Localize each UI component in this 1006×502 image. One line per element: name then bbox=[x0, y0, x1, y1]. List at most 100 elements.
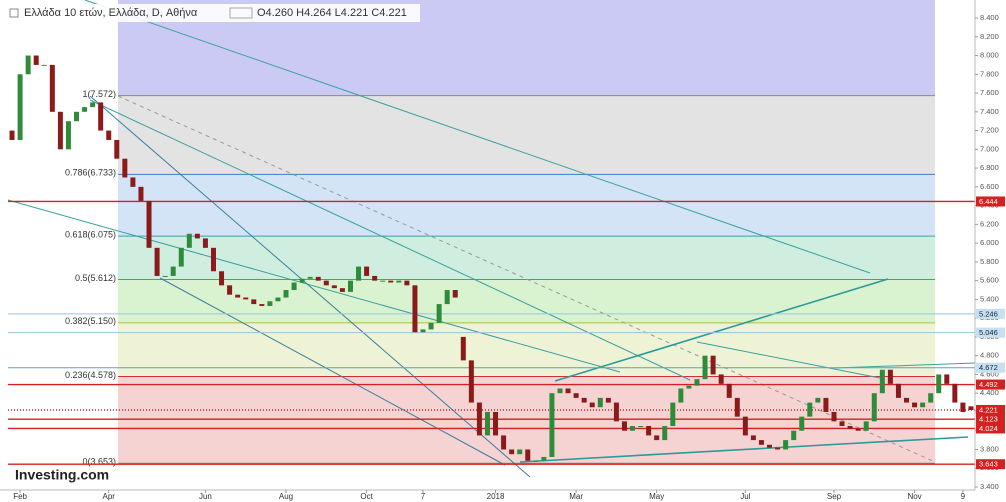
candle-body bbox=[452, 290, 458, 298]
x-tick-label: 7 bbox=[421, 492, 426, 501]
candle-body bbox=[90, 102, 96, 108]
candle-body bbox=[855, 428, 861, 431]
candle-body bbox=[621, 421, 627, 431]
y-tick-label: 5.800 bbox=[980, 257, 999, 266]
trend-line bbox=[159, 277, 506, 466]
candle-body bbox=[597, 397, 603, 408]
horizontal-lines bbox=[8, 200, 975, 465]
candle-body bbox=[702, 355, 708, 380]
price-label-box bbox=[976, 379, 1005, 390]
candle-body bbox=[162, 275, 168, 277]
candle-body bbox=[726, 383, 732, 398]
price-label: 6.444 bbox=[979, 197, 998, 206]
fib-band bbox=[118, 279, 935, 323]
chart-title: Ελλάδα 10 ετών, Ελλάδα, D, Αθήνα bbox=[24, 7, 198, 19]
y-tick-label: 4.800 bbox=[980, 351, 999, 360]
candle-body bbox=[388, 280, 394, 283]
candle-body bbox=[307, 276, 313, 279]
candle-body bbox=[283, 290, 289, 298]
y-tick-label: 7.200 bbox=[980, 126, 999, 135]
candle-body bbox=[646, 426, 652, 436]
trend-line bbox=[84, 0, 871, 274]
candle-body bbox=[710, 355, 716, 375]
candle-body bbox=[823, 397, 829, 412]
x-tick-label: Apr bbox=[103, 492, 116, 501]
candle-body bbox=[928, 393, 934, 403]
price-label-box bbox=[976, 308, 1005, 319]
candle-body bbox=[807, 402, 813, 417]
candle-body bbox=[501, 435, 507, 450]
candle-body bbox=[952, 383, 958, 403]
candle-body bbox=[17, 74, 23, 140]
candle-body bbox=[831, 411, 837, 422]
candle-body bbox=[41, 64, 47, 66]
candle-body bbox=[581, 397, 587, 403]
fib-label: 0.618(6.075) bbox=[65, 229, 116, 239]
y-tick-label: 6.000 bbox=[980, 238, 999, 247]
candle-body bbox=[541, 456, 547, 461]
candle-body bbox=[525, 449, 531, 461]
candle-body bbox=[444, 290, 450, 305]
candle-body bbox=[404, 280, 410, 286]
candle-body bbox=[73, 111, 79, 122]
fib-band bbox=[118, 236, 935, 280]
x-tick-label: Oct bbox=[360, 492, 373, 501]
axes: Feb Apr Jun Aug Oct 7 2018 Mar May Jul Sep Nov 9 3.40… bbox=[13, 13, 1005, 501]
x-tick-label: Nov bbox=[907, 492, 921, 501]
candle-body bbox=[436, 304, 442, 323]
candle-body bbox=[25, 55, 31, 75]
price-label: 4.672 bbox=[979, 363, 998, 372]
candle-body bbox=[944, 374, 950, 384]
candle-body bbox=[863, 421, 869, 431]
candle-body bbox=[235, 294, 241, 298]
candle-body bbox=[202, 238, 208, 248]
candle-body bbox=[219, 271, 225, 286]
candle-body bbox=[879, 369, 885, 394]
candle-body bbox=[138, 186, 144, 201]
candle-body bbox=[476, 402, 482, 436]
candle-body bbox=[895, 383, 901, 398]
price-label-box bbox=[976, 362, 1005, 373]
candle-body bbox=[9, 130, 15, 140]
candle-body bbox=[267, 301, 273, 306]
ohlc-text: O4.260 H4.264 L4.221 C4.221 bbox=[257, 7, 407, 19]
trend-line bbox=[554, 278, 889, 382]
candle-body bbox=[573, 393, 579, 398]
candle-body bbox=[904, 397, 910, 403]
trend-lines bbox=[7, 0, 976, 478]
price-label: 4.024 bbox=[979, 424, 998, 433]
candle-body bbox=[259, 304, 265, 306]
candle-body bbox=[460, 336, 466, 361]
logo: Investing.com bbox=[15, 467, 109, 483]
price-label: 4.221 bbox=[979, 405, 998, 414]
x-tick-label: Aug bbox=[279, 492, 293, 501]
price-label: 5.246 bbox=[979, 309, 998, 318]
candle-body bbox=[420, 329, 426, 333]
x-tick-label: Feb bbox=[13, 492, 27, 501]
price-label-box bbox=[976, 327, 1005, 338]
candle-body bbox=[468, 360, 474, 403]
candle-body bbox=[734, 397, 740, 417]
candle-body bbox=[484, 411, 490, 436]
candle-body bbox=[557, 388, 563, 394]
y-tick-label: 3.800 bbox=[980, 444, 999, 453]
candle-body bbox=[718, 374, 724, 384]
y-tick-label: 4.600 bbox=[980, 369, 999, 378]
y-tick-label: 6.200 bbox=[980, 219, 999, 228]
price-label: 4.492 bbox=[979, 380, 998, 389]
header-bg bbox=[6, 4, 420, 22]
candle-body bbox=[509, 449, 515, 455]
candle-body bbox=[589, 402, 595, 408]
candle-body bbox=[613, 402, 619, 422]
candle-body bbox=[686, 385, 692, 389]
trend-line bbox=[7, 199, 621, 373]
candle-body bbox=[799, 416, 805, 431]
x-tick-label: Jul bbox=[740, 492, 750, 501]
trend-line bbox=[117, 95, 936, 463]
candle-body bbox=[323, 280, 329, 286]
y-tick-label: 4.400 bbox=[980, 388, 999, 397]
candle-body bbox=[638, 426, 644, 428]
y-tick-label: 3.400 bbox=[980, 482, 999, 491]
